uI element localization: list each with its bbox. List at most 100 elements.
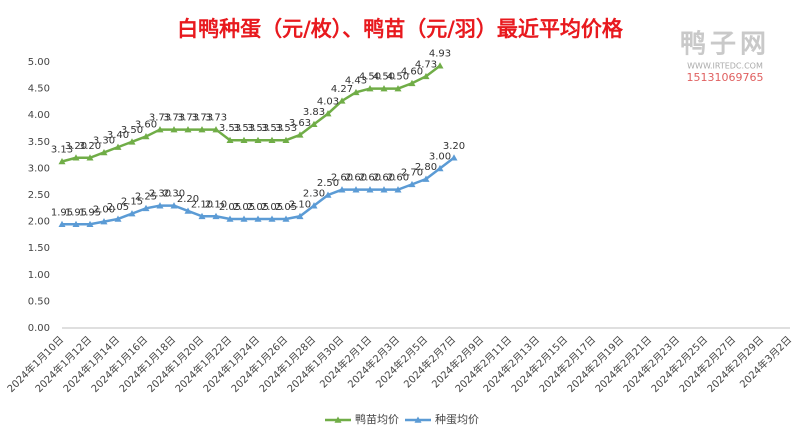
data-label: 4.27: [331, 84, 353, 95]
data-label: 4.73: [415, 59, 437, 70]
point-marker: [282, 215, 290, 222]
y-tick-label: 1.00: [28, 270, 50, 281]
point-marker: [184, 126, 192, 133]
data-label: 3.73: [163, 113, 185, 124]
point-marker: [268, 215, 276, 222]
data-label: 2.20: [177, 194, 199, 205]
point-marker: [310, 202, 318, 209]
chart-title: 白鸭种蛋（元/枚）、鸭苗（元/羽）最近平均价格: [177, 17, 624, 41]
point-marker: [86, 154, 94, 161]
data-label: 2.70: [401, 167, 423, 178]
legend-marker: [414, 416, 422, 423]
point-marker: [254, 215, 262, 222]
point-marker: [142, 132, 150, 140]
data-label: 3.73: [177, 113, 199, 124]
data-label: 2.80: [415, 162, 437, 173]
point-marker: [58, 220, 66, 228]
data-label: 2.15: [121, 197, 143, 208]
data-label: 2.30: [163, 189, 185, 200]
point-marker: [394, 85, 402, 92]
point-marker: [408, 180, 416, 188]
data-label: 2.30: [149, 189, 171, 200]
data-label: 2.05: [219, 202, 241, 213]
data-label: 1.95: [65, 207, 87, 218]
data-label: 2.05: [261, 202, 283, 213]
data-label: 2.05: [247, 202, 269, 213]
data-label: 4.50: [359, 72, 381, 83]
data-label: 2.05: [107, 202, 129, 213]
point-marker: [156, 126, 164, 133]
point-marker: [394, 186, 402, 193]
point-marker: [226, 136, 234, 144]
data-label: 3.20: [79, 141, 101, 152]
data-label: 3.53: [261, 123, 283, 134]
data-label: 4.50: [373, 72, 395, 83]
point-marker: [240, 136, 248, 144]
y-tick-label: 3.50: [28, 137, 50, 148]
point-marker: [156, 202, 164, 209]
data-label: 3.53: [247, 123, 269, 134]
point-marker: [170, 202, 178, 209]
data-label: 3.00: [429, 151, 451, 162]
data-label: 3.83: [303, 107, 325, 118]
watermark: 鸭子网 WWW.IRTEDC.COM 15131069765: [680, 30, 766, 85]
point-marker: [422, 72, 430, 80]
legend-marker: [334, 416, 342, 423]
y-tick-label: 5.00: [28, 57, 50, 68]
point-marker: [282, 136, 290, 144]
y-tick-label: 0.50: [28, 296, 50, 307]
point-marker: [114, 143, 122, 150]
legend-label: 鸭苗均价: [355, 413, 399, 426]
point-marker: [296, 131, 304, 138]
point-marker: [352, 88, 360, 96]
data-label: 3.53: [219, 123, 241, 134]
data-label: 3.63: [289, 118, 311, 129]
point-marker: [100, 218, 108, 225]
point-marker: [268, 136, 276, 144]
data-label: 2.05: [275, 202, 297, 213]
point-marker: [254, 136, 262, 144]
data-label: 3.60: [135, 119, 157, 130]
data-label: 3.73: [149, 113, 171, 124]
data-label: 3.73: [191, 113, 213, 124]
point-marker: [198, 126, 206, 133]
point-marker: [296, 212, 304, 220]
data-label: 4.50: [387, 72, 409, 83]
series-line: [61, 64, 441, 163]
data-label: 4.93: [429, 49, 451, 60]
point-marker: [128, 138, 136, 145]
point-marker: [58, 157, 66, 165]
point-marker: [338, 97, 346, 104]
data-label: 2.00: [93, 205, 115, 216]
data-label: 1.95: [51, 207, 73, 218]
point-marker: [198, 212, 206, 220]
point-marker: [324, 110, 332, 117]
point-marker: [128, 210, 136, 217]
watermark-phone: 15131069765: [687, 71, 764, 84]
data-label: 2.10: [191, 199, 213, 210]
data-label: 3.40: [107, 130, 129, 141]
point-marker: [450, 154, 458, 161]
point-marker: [212, 126, 220, 133]
data-label: 2.60: [359, 173, 381, 184]
data-label: 1.95: [79, 207, 101, 218]
point-marker: [142, 204, 150, 212]
point-marker: [72, 220, 80, 228]
data-label: 3.20: [443, 141, 465, 152]
point-marker: [366, 186, 374, 193]
data-label: 3.50: [121, 125, 143, 136]
data-label: 2.60: [387, 173, 409, 184]
point-marker: [324, 191, 332, 198]
data-label: 4.60: [401, 66, 423, 77]
data-label: 4.43: [345, 75, 367, 86]
data-label: 2.60: [345, 173, 367, 184]
y-tick-label: 4.00: [28, 110, 50, 121]
point-marker: [226, 215, 234, 222]
point-marker: [170, 126, 178, 133]
series-line: [62, 156, 455, 226]
point-marker: [86, 220, 94, 228]
point-marker: [380, 186, 388, 193]
point-marker: [408, 79, 416, 87]
point-marker: [114, 215, 122, 222]
